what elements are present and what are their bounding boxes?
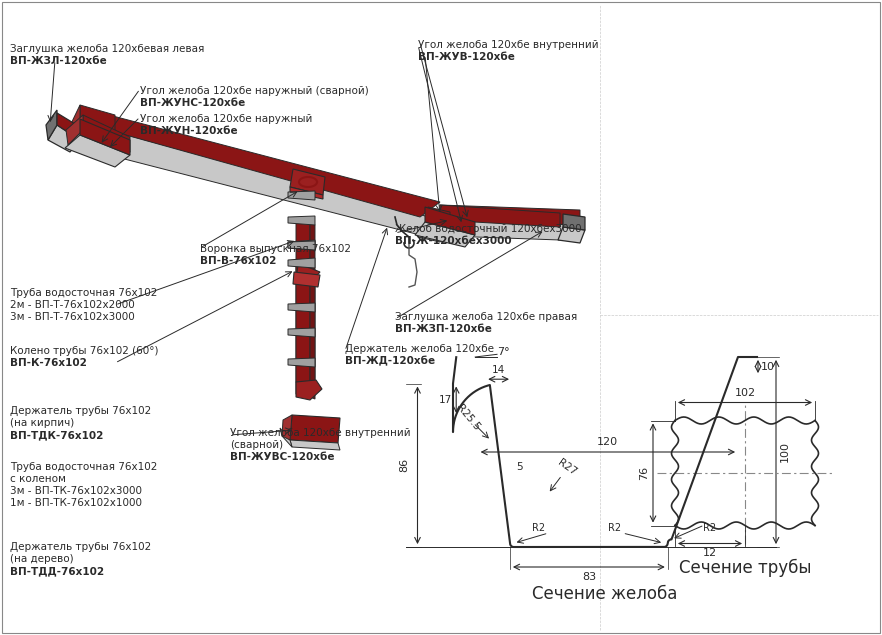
Polygon shape [290,169,325,195]
Polygon shape [296,265,320,283]
Text: Желоб водосточный 120хбех3000: Желоб водосточный 120хбех3000 [395,224,581,234]
Text: 3м - ВП-Т-76х102х3000: 3м - ВП-Т-76х102х3000 [10,312,135,322]
Text: 100: 100 [780,441,790,462]
Polygon shape [563,214,585,230]
Polygon shape [280,428,292,447]
Text: Заглушка желоба 120хбе правая: Заглушка желоба 120хбе правая [395,312,577,322]
Text: 76: 76 [639,466,649,480]
Text: R25.5: R25.5 [454,403,482,432]
Polygon shape [296,281,310,385]
Text: ВП-ТДК-76х102: ВП-ТДК-76х102 [10,430,103,440]
Polygon shape [290,415,340,443]
Text: 102: 102 [735,389,756,399]
Polygon shape [428,207,450,227]
Text: ВП-ЖУВС-120хбе: ВП-ЖУВС-120хбе [230,452,334,462]
Text: с коленом: с коленом [10,474,66,484]
Text: Угол желоба 120хбе внутренний: Угол желоба 120хбе внутренний [230,428,411,438]
Text: (на кирпич): (на кирпич) [10,418,74,428]
Text: R27: R27 [556,457,579,477]
Text: R2: R2 [703,523,716,533]
Text: 86: 86 [400,458,409,472]
Polygon shape [288,303,315,312]
Text: 7°: 7° [497,347,510,357]
Text: (на дерево): (на дерево) [10,554,73,564]
Polygon shape [293,272,320,287]
Text: ВП-К-76х102: ВП-К-76х102 [10,358,86,368]
Text: 1м - ВП-ТК-76х102х1000: 1м - ВП-ТК-76х102х1000 [10,498,142,508]
Polygon shape [68,130,130,165]
Polygon shape [288,328,315,337]
Polygon shape [288,191,315,200]
Polygon shape [420,220,580,240]
Polygon shape [558,227,585,243]
Polygon shape [80,105,115,135]
Polygon shape [310,284,315,387]
Text: Угол желоба 120хбе внутренний: Угол желоба 120хбе внутренний [418,40,599,50]
Polygon shape [440,205,560,227]
Polygon shape [66,115,83,145]
Text: 83: 83 [582,572,596,582]
Polygon shape [288,216,315,225]
Polygon shape [70,125,440,235]
Text: 5: 5 [516,462,523,472]
Text: (сварной): (сварной) [230,440,283,450]
Polygon shape [68,105,80,145]
Polygon shape [418,222,450,242]
Text: 2м - ВП-Т-76х102х2000: 2м - ВП-Т-76х102х2000 [10,300,135,310]
Text: Сечение желоба: Сечение желоба [533,585,677,603]
Text: 17: 17 [439,395,452,404]
Text: ВП-ЖУВ-120хбе: ВП-ЖУВ-120хбе [418,52,515,62]
Polygon shape [65,135,130,167]
Text: R2: R2 [532,523,545,533]
Polygon shape [296,380,322,400]
Polygon shape [415,222,475,247]
Polygon shape [48,125,80,152]
Text: Колено трубы 76х102 (60°): Колено трубы 76х102 (60°) [10,346,159,356]
Text: ВП-ЖД-120хбе: ВП-ЖД-120хбе [345,356,435,366]
Polygon shape [68,115,90,145]
Text: 120: 120 [597,437,618,447]
Polygon shape [425,207,475,235]
Polygon shape [282,415,292,440]
Text: ВП-В-76х102: ВП-В-76х102 [200,256,276,266]
Polygon shape [290,440,340,450]
Polygon shape [310,223,315,282]
Polygon shape [90,110,440,217]
Text: ВП-ЖЗЛ-120хбе: ВП-ЖЗЛ-120хбе [10,56,107,66]
Polygon shape [290,187,323,199]
Text: Держатель желоба 120хбе: Держатель желоба 120хбе [345,344,494,354]
Polygon shape [83,115,130,152]
Text: Угол желоба 120хбе наружный (сварной): Угол желоба 120хбе наружный (сварной) [140,86,369,96]
Text: Держатель трубы 76х102: Держатель трубы 76х102 [10,542,151,552]
Polygon shape [440,205,580,225]
Text: Воронка выпускная 76х102: Воронка выпускная 76х102 [200,244,351,254]
Text: Труба водосточная 76х102: Труба водосточная 76х102 [10,462,157,472]
Polygon shape [70,125,115,155]
Polygon shape [288,358,315,367]
Polygon shape [288,258,315,268]
Text: ВП-ТДД-76х102: ВП-ТДД-76х102 [10,566,104,576]
Text: Держатель трубы 76х102: Держатель трубы 76х102 [10,406,151,416]
Text: Заглушка желоба 120хбевая левая: Заглушка желоба 120хбевая левая [10,44,205,54]
Polygon shape [310,268,315,399]
Polygon shape [296,265,310,397]
Text: R2: R2 [608,523,621,533]
Text: 10: 10 [761,361,775,371]
Polygon shape [288,241,315,250]
Text: ВП-ЖЗП-120хбе: ВП-ЖЗП-120хбе [395,324,492,334]
Polygon shape [296,220,310,280]
Text: Сечение трубы: Сечение трубы [679,558,811,577]
Polygon shape [46,110,57,140]
Text: 14: 14 [492,365,505,375]
Text: Угол желоба 120хбе наружный: Угол желоба 120хбе наружный [140,114,312,124]
Text: ВП-ЖУН-120хбе: ВП-ЖУН-120хбе [140,126,237,136]
Text: ВП-ЖУНС-120хбе: ВП-ЖУНС-120хбе [140,98,245,108]
Text: ВП-Ж-120хбех3000: ВП-Ж-120хбех3000 [395,236,512,246]
Text: Труба водосточная 76х102: Труба водосточная 76х102 [10,288,157,298]
Polygon shape [57,113,80,140]
Text: 12: 12 [703,547,717,558]
Polygon shape [288,240,315,250]
Text: 3м - ВП-ТК-76х102х3000: 3м - ВП-ТК-76х102х3000 [10,486,142,496]
Polygon shape [80,119,130,155]
